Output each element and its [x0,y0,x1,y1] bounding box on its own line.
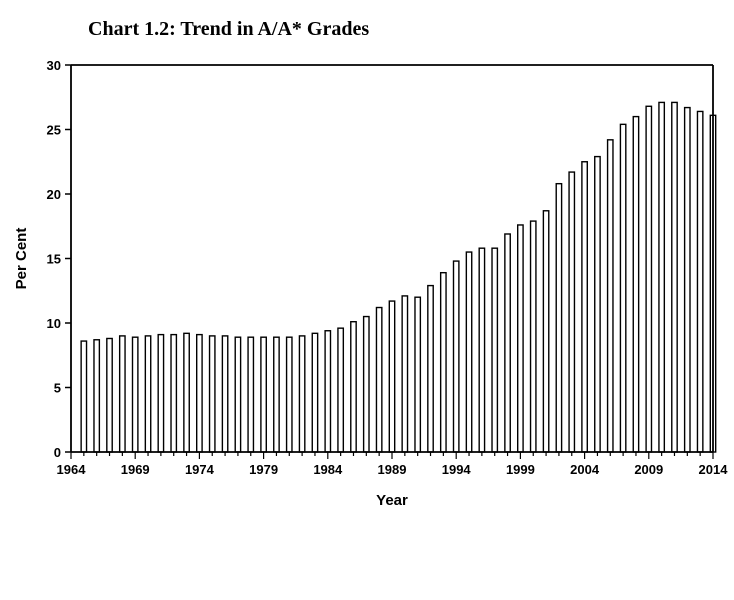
x-tick-label-1994: 1994 [442,462,472,477]
x-tick-label-2009: 2009 [634,462,663,477]
bar-2009 [645,105,653,453]
bar-1993 [439,271,447,453]
bar-2011 [671,101,678,453]
bar-2004 [581,161,588,453]
x-tick-label-1984: 1984 [313,462,343,477]
x-tick-label-1989: 1989 [378,462,407,477]
bar-1992 [427,284,434,453]
bar-1966 [93,339,101,453]
bar-2007 [619,123,627,453]
bar-2012 [683,106,691,453]
bar-1991 [414,296,422,453]
bar-2008 [632,115,640,453]
bar-1982 [298,335,306,453]
bar-1970 [144,335,152,453]
bar-1987 [362,315,370,453]
x-tick-label-1964: 1964 [57,462,87,477]
x-tick-label-1974: 1974 [185,462,215,477]
y-tick-label-30: 30 [47,58,61,73]
ticks-group: 0 5 10 15 20 25 30 1964 1969 1974 1979 1984 1989 1994… [47,58,729,477]
y-tick-label-25: 25 [47,123,61,138]
bar-1994 [452,260,460,453]
chart-title: Chart 1.2: Trend in A/A* Grades [88,18,370,40]
bar-1965 [80,340,88,453]
bar-1973 [183,332,190,453]
bar-1997 [491,247,499,453]
x-tick-label-1999: 1999 [506,462,535,477]
bar-1979 [260,336,267,453]
y-tick-label-0: 0 [54,445,61,460]
y-tick-label-5: 5 [54,381,61,396]
bar-1967 [106,337,113,453]
bar-1977 [234,336,242,453]
bar-1972 [170,333,178,453]
bar-1990 [401,295,409,453]
x-axis-title: Year [376,492,408,509]
bar-1974 [195,333,203,453]
y-tick-label-20: 20 [47,187,61,202]
bar-1996 [478,247,486,453]
bar-2001 [542,210,550,453]
bar-1999 [517,224,524,453]
y-tick-label-10: 10 [47,316,61,331]
bar-1995 [465,251,473,453]
bar-2013 [696,110,704,453]
x-tick-label-1969: 1969 [121,462,150,477]
bars-group [80,101,717,453]
bar-2002 [555,182,563,453]
bar-1980 [273,336,280,453]
bar-1978 [247,336,255,453]
bar-1985 [337,327,345,453]
x-tick-label-1979: 1979 [249,462,278,477]
bar-1983 [311,332,319,453]
bar-2000 [529,220,537,453]
bar-1988 [375,306,383,453]
bar-1986 [350,321,357,453]
bar-1998 [504,233,511,453]
bar-1976 [221,335,229,453]
bar-1981 [285,336,293,453]
bar-2010 [658,101,666,453]
bar-2006 [606,139,614,453]
bar-1971 [157,333,165,453]
bar-1968 [118,335,126,453]
x-tick-label-2004: 2004 [570,462,600,477]
x-tick-label-2014: 2014 [699,462,729,477]
bar-1989 [388,300,396,453]
y-tick-label-15: 15 [47,252,61,267]
y-axis-title: Per Cent [13,228,30,290]
bar-1984 [324,330,332,453]
bar-2005 [594,155,601,453]
bar-1969 [131,336,139,453]
bar-2003 [568,171,576,453]
bar-1975 [208,335,216,453]
